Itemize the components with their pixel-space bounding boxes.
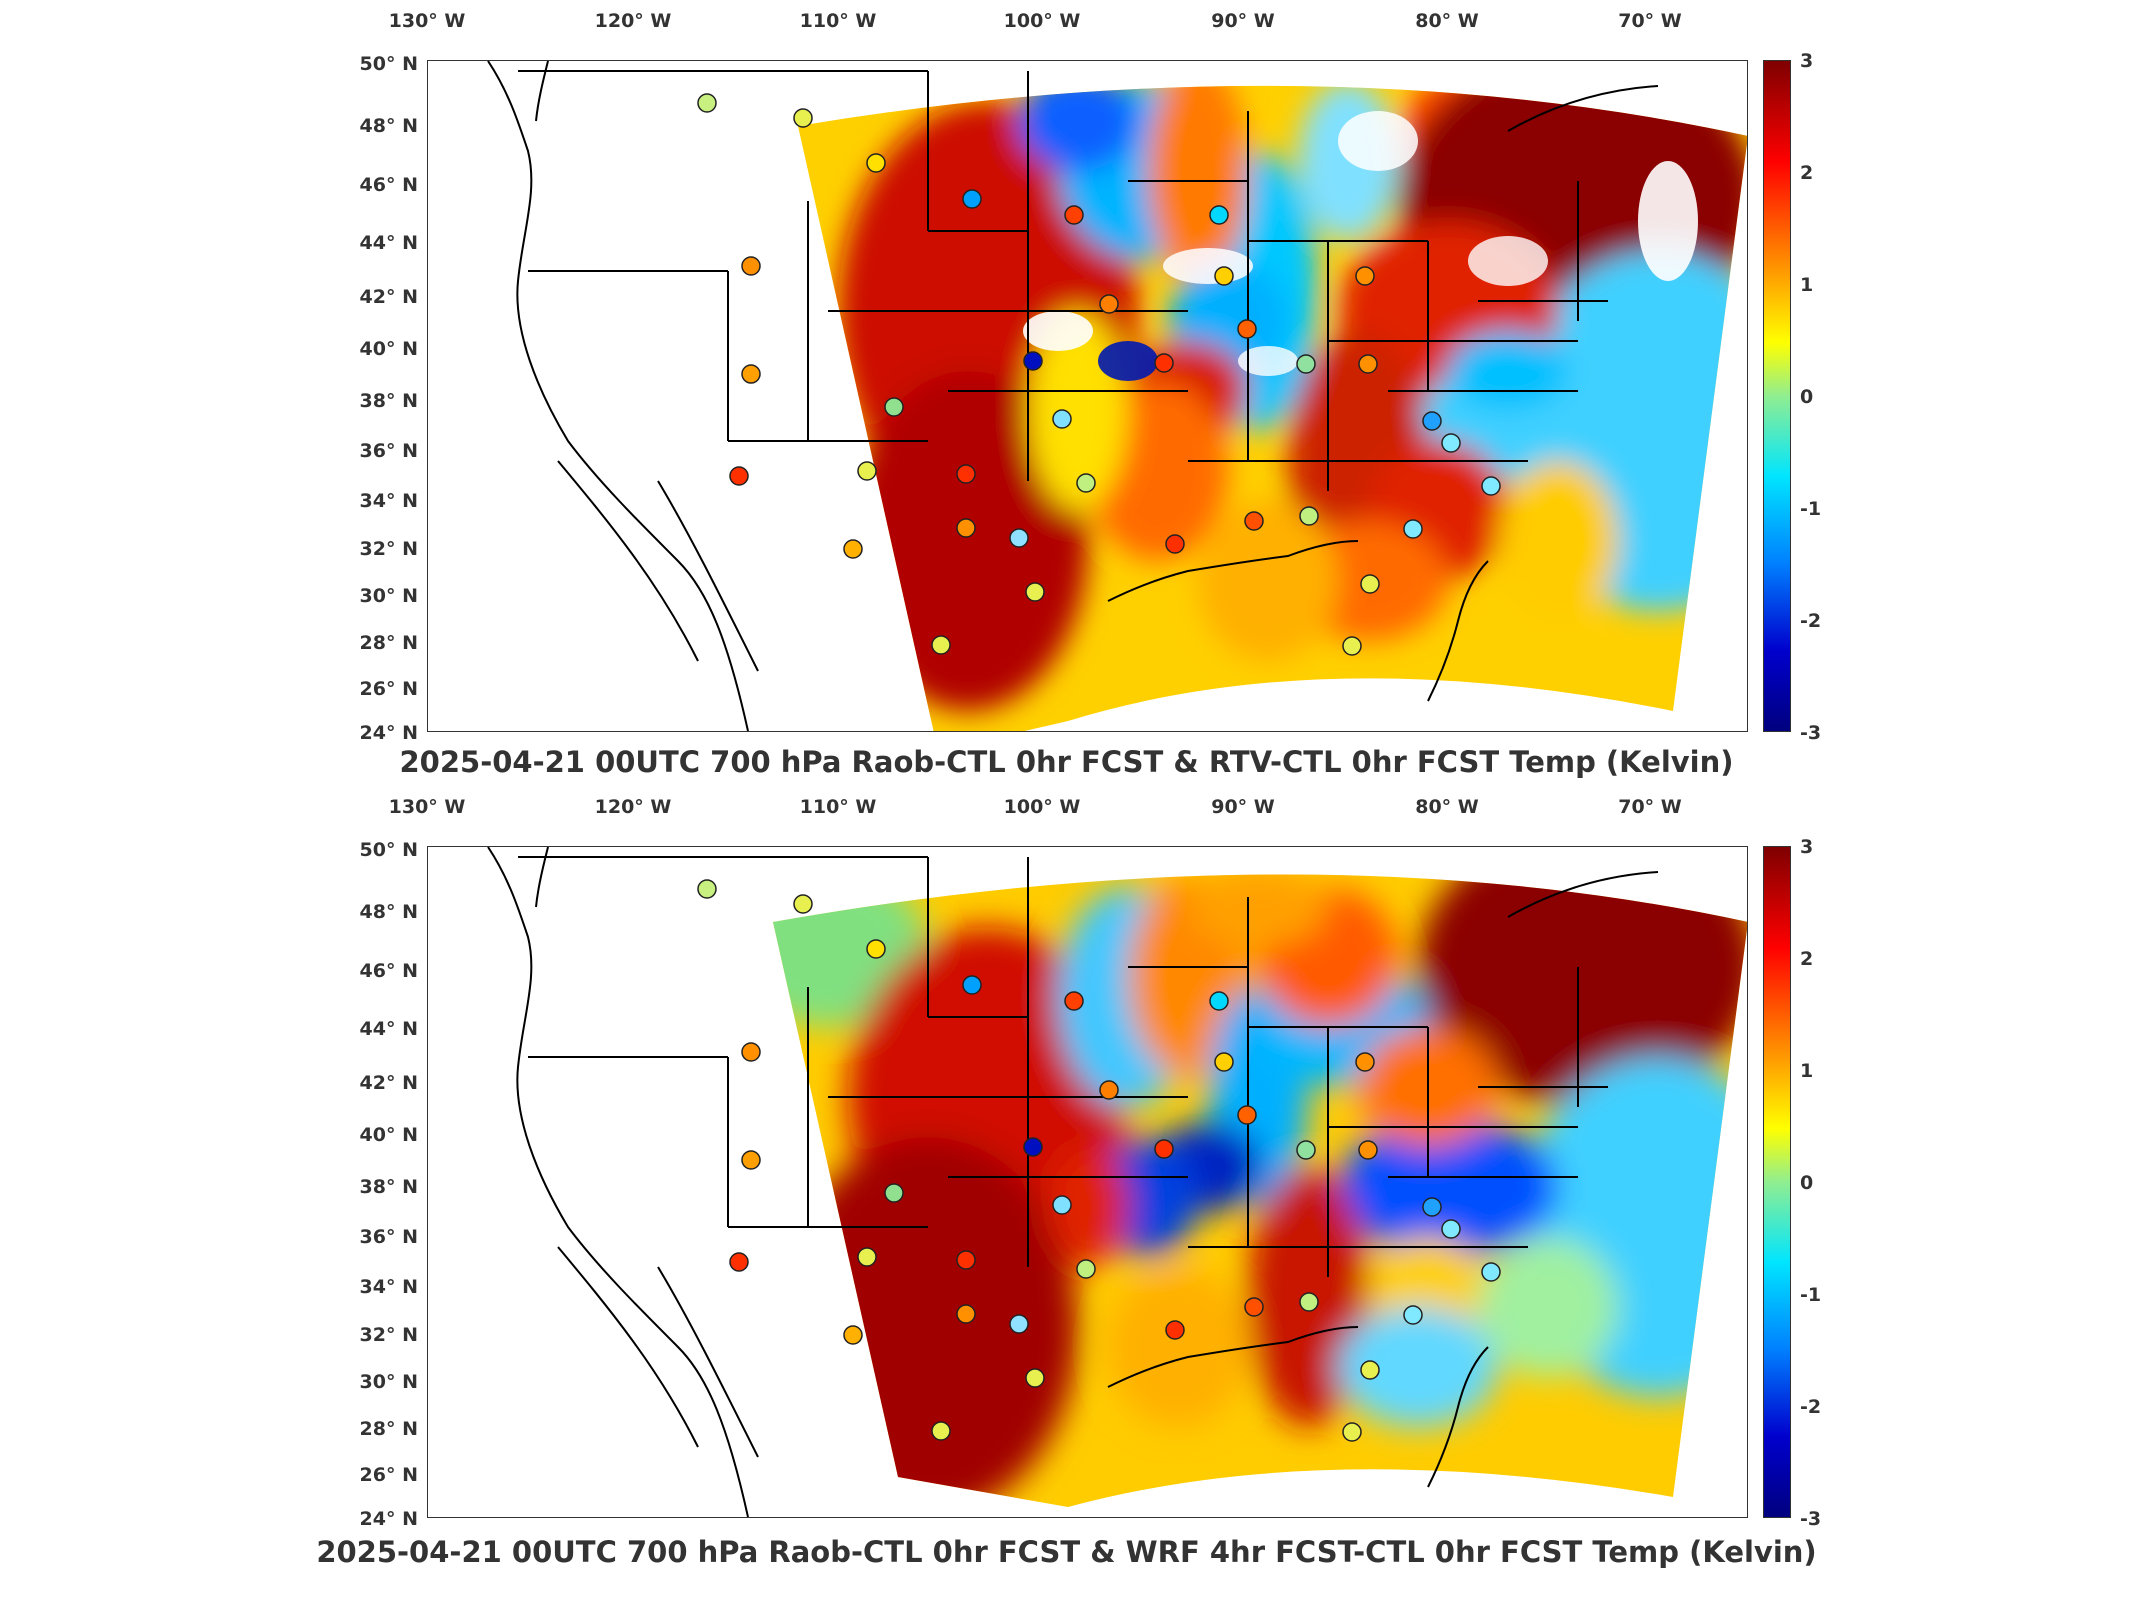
lat-label: 44° N [359,232,418,254]
lat-label: 28° N [359,632,418,654]
lon-label: 100° W [1003,796,1081,818]
lat-label: 32° N [359,538,418,560]
lat-label: 26° N [359,678,418,700]
lat-label: 32° N [359,1324,418,1346]
lon-label: 110° W [799,796,877,818]
colorbar-tick: 2 [1800,948,1814,970]
colorbar-tick: -2 [1800,610,1822,632]
colorbar-tick: -2 [1800,1396,1822,1418]
colorbar-tick: 1 [1800,274,1814,296]
colorbar-bottom [1763,846,1791,1518]
raob-stations-bottom [697,879,1501,1442]
lat-label: 38° N [359,1176,418,1198]
lon-label: 130° W [388,796,466,818]
map-plot-bottom [427,846,1748,1518]
coastline-and-borders-bottom [487,847,1659,1517]
colorbar-tick: -1 [1800,1284,1822,1306]
lat-label: 42° N [359,286,418,308]
lat-label: 30° N [359,1371,418,1393]
lat-label: 44° N [359,1018,418,1040]
lat-label: 24° N [359,722,418,744]
lat-label: 40° N [359,338,418,360]
colorbar-tick: 1 [1800,1060,1814,1082]
lon-label: 70° W [1618,796,1682,818]
map-canvas-top [487,61,1747,731]
lat-label: 48° N [359,901,418,923]
lat-label: 26° N [359,1464,418,1486]
lat-label: 50° N [359,53,418,75]
lon-label: 110° W [799,10,877,32]
colorbar-tick: -3 [1800,1508,1822,1530]
map-canvas-bottom [487,847,1747,1517]
colorbar-tick: -1 [1800,498,1822,520]
colorbar-tick: 2 [1800,162,1814,184]
lon-label: 80° W [1415,796,1479,818]
colorbar-tick: 3 [1800,836,1814,858]
lat-label: 42° N [359,1072,418,1094]
lon-label: 100° W [1003,10,1081,32]
lat-label: 36° N [359,1226,418,1248]
lon-label: 130° W [388,10,466,32]
lat-label: 30° N [359,585,418,607]
lat-label: 28° N [359,1418,418,1440]
lat-label: 40° N [359,1124,418,1146]
lon-label: 120° W [594,10,672,32]
lat-label: 38° N [359,390,418,412]
lon-label: 70° W [1618,10,1682,32]
colorbar-tick: -3 [1800,722,1822,744]
lat-label: 46° N [359,174,418,196]
caption-top: 2025-04-21 00UTC 700 hPa Raob-CTL 0hr FC… [399,745,1734,779]
lon-label: 90° W [1211,10,1275,32]
lat-label: 34° N [359,490,418,512]
lon-label: 90° W [1211,796,1275,818]
colorbar-tick: 3 [1800,50,1814,72]
lon-label: 80° W [1415,10,1479,32]
lon-label: 120° W [594,796,672,818]
lat-label: 34° N [359,1276,418,1298]
colorbar-tick: 0 [1800,1172,1814,1194]
lat-label: 50° N [359,839,418,861]
lat-label: 46° N [359,960,418,982]
lat-label: 48° N [359,115,418,137]
caption-bottom: 2025-04-21 00UTC 700 hPa Raob-CTL 0hr FC… [316,1535,1817,1569]
lat-label: 36° N [359,440,418,462]
lat-label: 24° N [359,1508,418,1530]
map-plot-top [427,60,1748,732]
colorbar-top [1763,60,1791,732]
colorbar-tick: 0 [1800,386,1814,408]
raob-stations-top [697,93,1501,656]
coastline-and-borders-top [487,61,1659,731]
